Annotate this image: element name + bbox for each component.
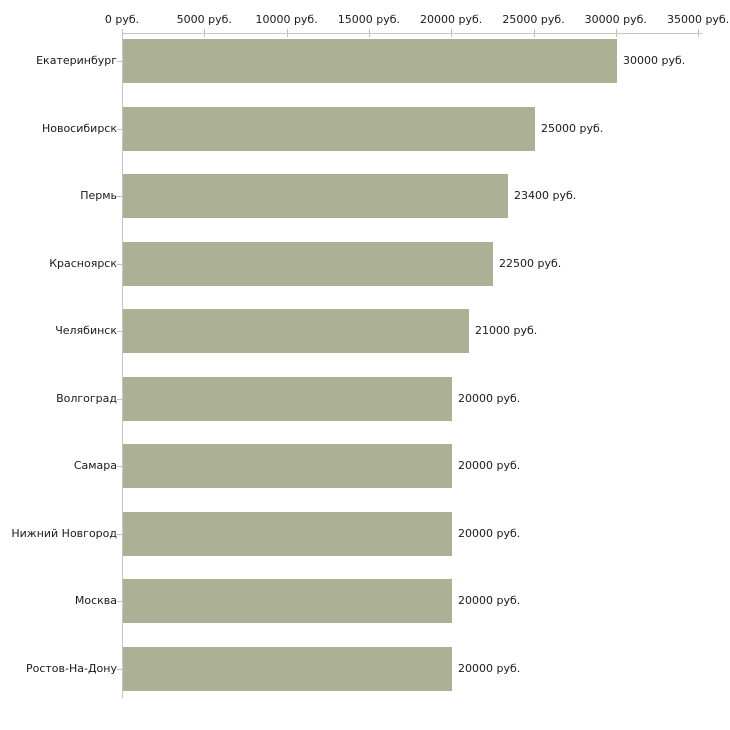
category-label: Самара: [73, 459, 117, 472]
value-label: 20000 руб.: [458, 594, 521, 607]
x-axis-tick-label: 15000 руб.: [337, 13, 401, 26]
category-tick-mark: [117, 196, 122, 197]
bar: [123, 647, 452, 691]
x-axis-tick-label: 25000 руб.: [502, 13, 565, 26]
category-label: Челябинск: [55, 324, 117, 337]
value-label: 22500 руб.: [499, 257, 562, 270]
category-tick-mark: [117, 61, 122, 62]
category-label: Нижний Новгород: [11, 527, 117, 540]
bar: [123, 377, 452, 421]
bar: [123, 39, 617, 83]
x-axis-tick-label: 10000 руб.: [255, 13, 318, 26]
value-label: 23400 руб.: [514, 189, 577, 202]
bar: [123, 174, 508, 218]
category-label: Волгоград: [56, 392, 117, 405]
bar: [123, 579, 452, 623]
value-label: 20000 руб.: [458, 392, 521, 405]
value-label: 20000 руб.: [458, 459, 521, 472]
x-axis-tick-label: 30000 руб.: [584, 13, 647, 26]
category-tick-mark: [117, 669, 122, 670]
x-axis-tick-label: 5000 руб.: [176, 13, 232, 26]
x-axis-tick-label: 20000 руб.: [420, 13, 483, 26]
value-label: 25000 руб.: [541, 122, 604, 135]
x-axis-tick-label: 0 руб.: [104, 13, 140, 26]
value-label: 20000 руб.: [458, 662, 521, 675]
category-tick-mark: [117, 601, 122, 602]
bar: [123, 242, 493, 286]
category-tick-mark: [117, 331, 122, 332]
value-label: 30000 руб.: [623, 54, 686, 67]
bar: [123, 444, 452, 488]
category-label: Новосибирск: [41, 122, 117, 135]
y-axis-line: [122, 33, 123, 698]
category-tick-mark: [117, 129, 122, 130]
category-label: Пермь: [80, 189, 117, 202]
bar: [123, 512, 452, 556]
category-tick-mark: [117, 399, 122, 400]
category-label: Красноярск: [49, 257, 117, 270]
category-tick-mark: [117, 466, 122, 467]
category-label: Ростов-На-Дону: [25, 662, 117, 675]
value-label: 20000 руб.: [458, 527, 521, 540]
bar: [123, 107, 535, 151]
category-tick-mark: [117, 534, 122, 535]
bar: [123, 309, 469, 353]
x-axis-tick-label: 35000 руб.: [666, 13, 730, 26]
category-label: Екатеринбург: [36, 54, 117, 67]
category-tick-mark: [117, 264, 122, 265]
value-label: 21000 руб.: [475, 324, 538, 337]
x-axis-line: [122, 33, 702, 34]
category-label: Москва: [74, 594, 117, 607]
